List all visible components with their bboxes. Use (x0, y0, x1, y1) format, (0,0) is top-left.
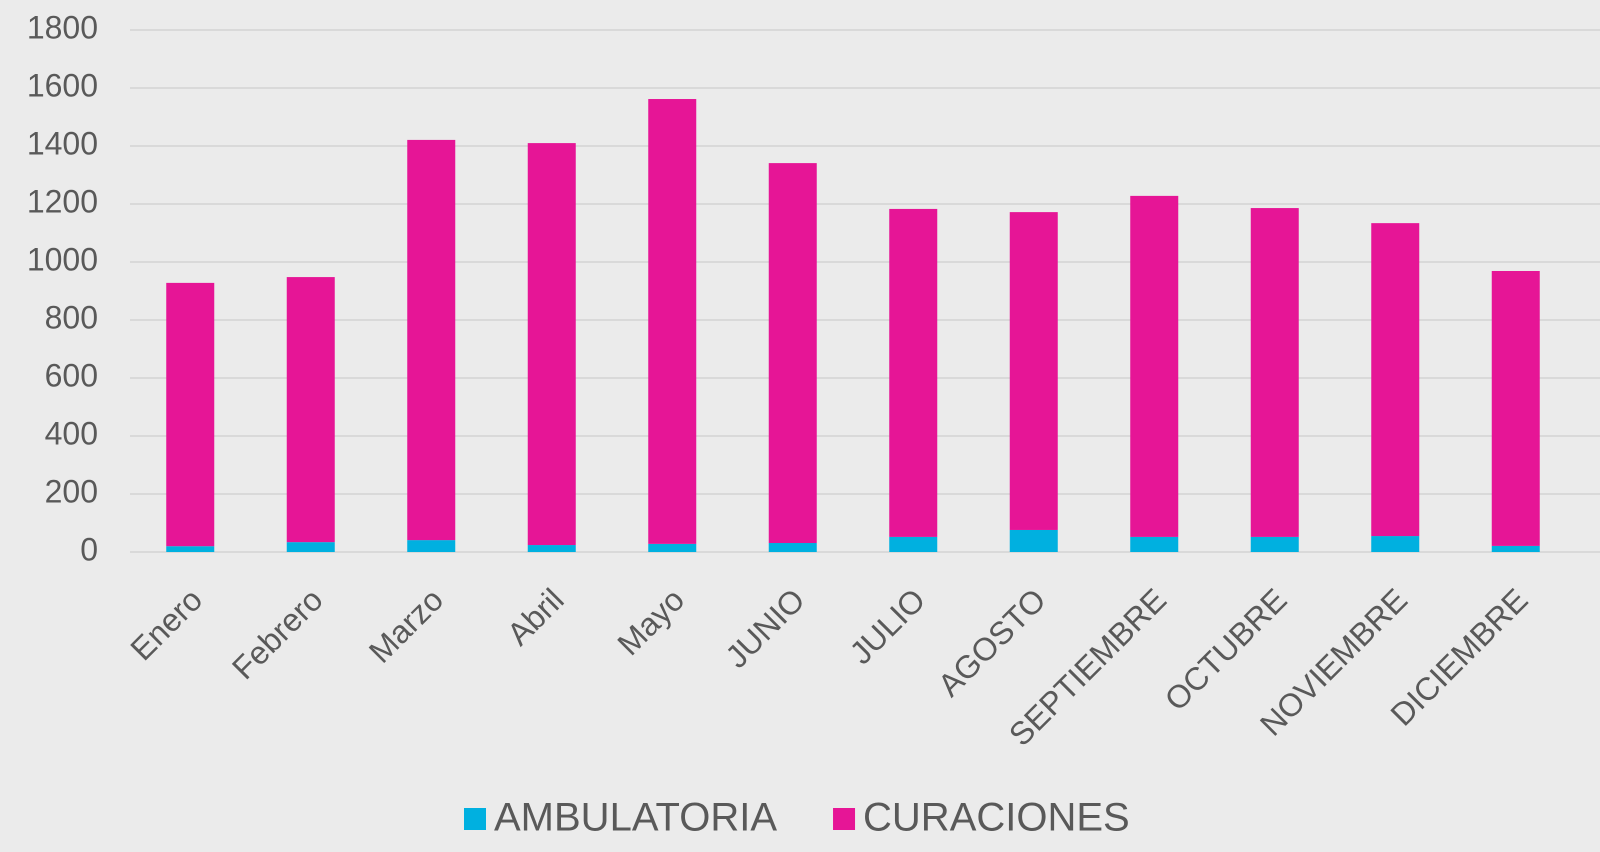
y-tick-label: 1200 (27, 183, 98, 219)
bar-segment (1491, 270, 1540, 546)
bar-segment (648, 543, 697, 552)
x-tick-label: Abril (500, 581, 571, 652)
x-tick-label: Marzo (362, 581, 450, 669)
bar-segment (527, 545, 576, 552)
bar-segment (889, 208, 938, 537)
legend-label: CURACIONES (863, 796, 1130, 840)
legend-swatch (464, 808, 486, 830)
bar-segment (407, 540, 456, 552)
x-tick-label: AGOSTO (931, 581, 1053, 703)
bar-segment (407, 139, 456, 541)
bar-segment (1371, 536, 1420, 552)
bar-segment (889, 536, 938, 552)
bar-segment (527, 143, 576, 546)
bar-segment (768, 163, 817, 544)
y-tick-label: 600 (45, 357, 98, 393)
bar-segment (286, 277, 335, 543)
y-tick-label: 1400 (27, 125, 98, 161)
y-tick-label: 1600 (27, 67, 98, 103)
y-tick-label: 800 (45, 299, 98, 335)
y-tick-label: 400 (45, 415, 98, 451)
y-tick-label: 0 (80, 531, 98, 567)
y-tick-label: 200 (45, 473, 98, 509)
bar-segment (768, 543, 817, 552)
bar-segment (286, 542, 335, 552)
bar-segment (648, 99, 697, 544)
x-tick-label: JUNIO (718, 581, 811, 674)
bar-segment (1130, 536, 1179, 552)
bar-segment (1009, 529, 1058, 552)
bar-segment (1009, 212, 1058, 530)
x-tick-label: Enero (123, 581, 209, 667)
x-tick-label: Febrero (225, 581, 330, 686)
bar-segment (1491, 545, 1540, 552)
x-tick-label: Mayo (610, 581, 691, 662)
bar-segment (166, 546, 215, 552)
bar-segment (1250, 208, 1299, 537)
bar-segment (1130, 195, 1179, 537)
legend-swatch (833, 808, 856, 830)
legend-label: AMBULATORIA (494, 796, 777, 840)
bar-segment (1250, 536, 1299, 552)
y-tick-label: 1800 (27, 9, 98, 45)
bar-segment (166, 282, 215, 547)
x-tick-label: JULIO (843, 581, 933, 671)
bar-segment (1371, 223, 1420, 537)
y-tick-label: 1000 (27, 241, 98, 277)
